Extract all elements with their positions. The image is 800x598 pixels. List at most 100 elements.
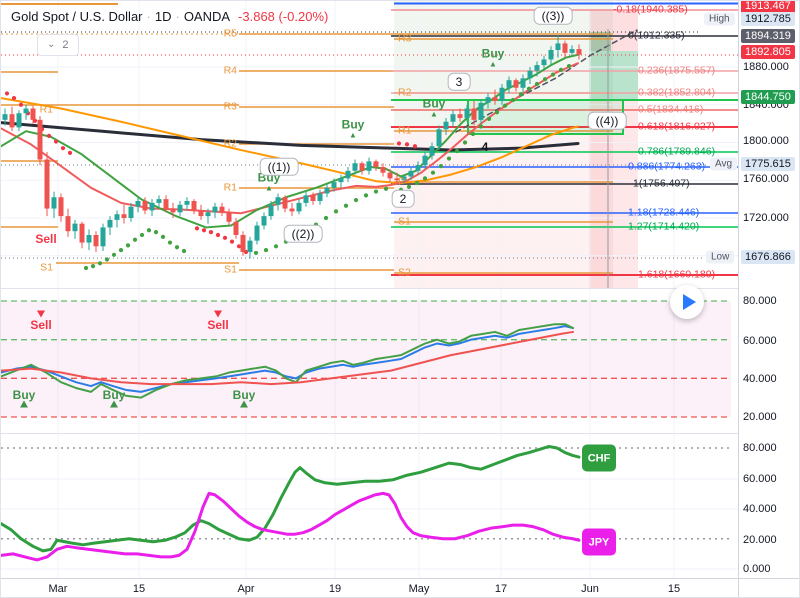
fib-label: 0.382(1852.804) xyxy=(638,86,716,99)
buy-triangle-icon xyxy=(240,400,248,408)
candle-body xyxy=(436,129,442,147)
ma-200 xyxy=(1,121,580,152)
candle-body xyxy=(177,204,183,213)
sell-triangle-icon xyxy=(214,310,222,318)
candle-body xyxy=(30,108,36,120)
candle-body xyxy=(527,70,533,79)
time-axis[interactable]: Mar 15 Apr 19 May 17 Jun 15 xyxy=(1,578,738,597)
highlight-zone xyxy=(589,51,638,100)
candle-body xyxy=(135,201,141,207)
fib-label: 0.618(1816.027) xyxy=(638,120,716,133)
fib-label: 0.236(1875.557) xyxy=(638,64,716,77)
chf-badge[interactable]: CHF xyxy=(582,444,616,472)
legend-collapse-button[interactable]: ⌄ 2 xyxy=(37,34,79,56)
candle-body xyxy=(303,195,309,203)
price-axis-label: 20.000 xyxy=(743,534,777,546)
sar-dot xyxy=(363,193,369,198)
sar-dot xyxy=(194,226,200,231)
price-axis-badge: 1913.467 xyxy=(741,1,795,13)
candle-body xyxy=(240,234,246,252)
sar-dot xyxy=(174,245,180,250)
highlight-zone xyxy=(589,10,638,51)
sar-dot xyxy=(353,197,359,203)
time-axis-label: May xyxy=(408,583,430,595)
sar-dot xyxy=(67,150,73,155)
sar-dot xyxy=(104,257,110,262)
highlight-zone xyxy=(394,132,613,288)
jpy-badge[interactable]: JPY xyxy=(582,528,616,556)
sar-dot xyxy=(201,228,207,233)
candle-body xyxy=(289,208,295,212)
pivot-label-r1: R1 xyxy=(223,181,237,194)
sar-dot xyxy=(46,133,52,138)
candle-body xyxy=(212,206,218,213)
timeframe-label[interactable]: 1D xyxy=(154,9,172,24)
candle-body xyxy=(72,223,78,232)
fx-line-jpy xyxy=(1,491,581,562)
sar-dot xyxy=(414,180,420,186)
candle-body xyxy=(317,193,323,202)
price-axis-label: 1800.000 xyxy=(743,135,789,147)
price-axis-label: 60.000 xyxy=(743,335,777,347)
osc-fast-green xyxy=(1,323,574,399)
fib-label: 0.786(1789.846) xyxy=(638,145,716,158)
time-axis-label: 15 xyxy=(667,583,681,595)
candle-body xyxy=(576,49,582,55)
sar-dot xyxy=(486,116,492,122)
pivot-label-r1: R1 xyxy=(39,103,53,116)
pivot-label-r4: R4 xyxy=(223,64,237,77)
hidden-indicators-count: 2 xyxy=(62,39,69,51)
candle-body xyxy=(569,49,575,53)
candle-body xyxy=(191,201,197,211)
sar-dot xyxy=(90,264,96,269)
price-axis[interactable]: 1913.467 1912.785 1894.319 1892.805 1880.000… xyxy=(738,1,799,578)
candle-body xyxy=(324,187,330,194)
wave-label: ((3)) xyxy=(533,6,573,26)
sar-dot xyxy=(229,239,235,244)
candle-body xyxy=(163,199,169,209)
candle-body xyxy=(471,108,477,120)
price-axis-label: 40.000 xyxy=(743,503,777,515)
candle-body xyxy=(156,199,162,203)
sell-signal-label: Sell xyxy=(35,232,57,246)
sell-signal-label: Sell xyxy=(207,318,229,332)
sar-dot xyxy=(125,243,131,248)
symbol-header[interactable]: Gold Spot / U.S. Dollar · 1D · OANDA -3.868 (… xyxy=(11,9,328,24)
fx-line-chf xyxy=(1,444,581,553)
symbol-title[interactable]: Gold Spot / U.S. Dollar xyxy=(11,9,143,24)
axis-corner xyxy=(738,578,799,597)
fib-label: 1(1756.497) xyxy=(633,177,690,190)
sar-dot xyxy=(550,72,556,77)
pivot-label-r2: R2 xyxy=(223,137,237,150)
pivot-label-r5: R5 xyxy=(223,27,237,40)
sar-dot xyxy=(167,240,173,245)
sar-dot xyxy=(412,144,418,149)
wave-label: 4 xyxy=(481,139,489,154)
price-axis-label: 60.000 xyxy=(743,473,777,485)
candle-body xyxy=(128,206,134,218)
header-separator: · xyxy=(175,9,180,24)
candle-body xyxy=(345,170,351,179)
buy-signal-label: Buy ▲ xyxy=(422,96,446,119)
candle-body xyxy=(331,182,337,188)
sar-dot xyxy=(111,252,117,257)
sar-dot xyxy=(118,247,124,253)
candle-body xyxy=(520,78,526,88)
pivot-label-r3: R3 xyxy=(398,32,412,45)
candle-body xyxy=(9,114,15,128)
candle-body xyxy=(443,121,449,130)
sar-dot xyxy=(146,228,152,233)
fib-label: 0.886(1774.263) xyxy=(628,160,706,173)
candle-body xyxy=(464,108,470,118)
wave-label: 3 xyxy=(447,72,471,92)
candle-body xyxy=(541,59,547,66)
pivot-label-p: P xyxy=(398,175,406,188)
candle-body xyxy=(170,208,176,213)
sar-dot xyxy=(404,142,410,147)
candle-body xyxy=(261,216,267,226)
buy-triangle-icon xyxy=(20,400,28,408)
sar-dot xyxy=(18,102,24,107)
go-to-realtime-button[interactable] xyxy=(670,285,704,319)
